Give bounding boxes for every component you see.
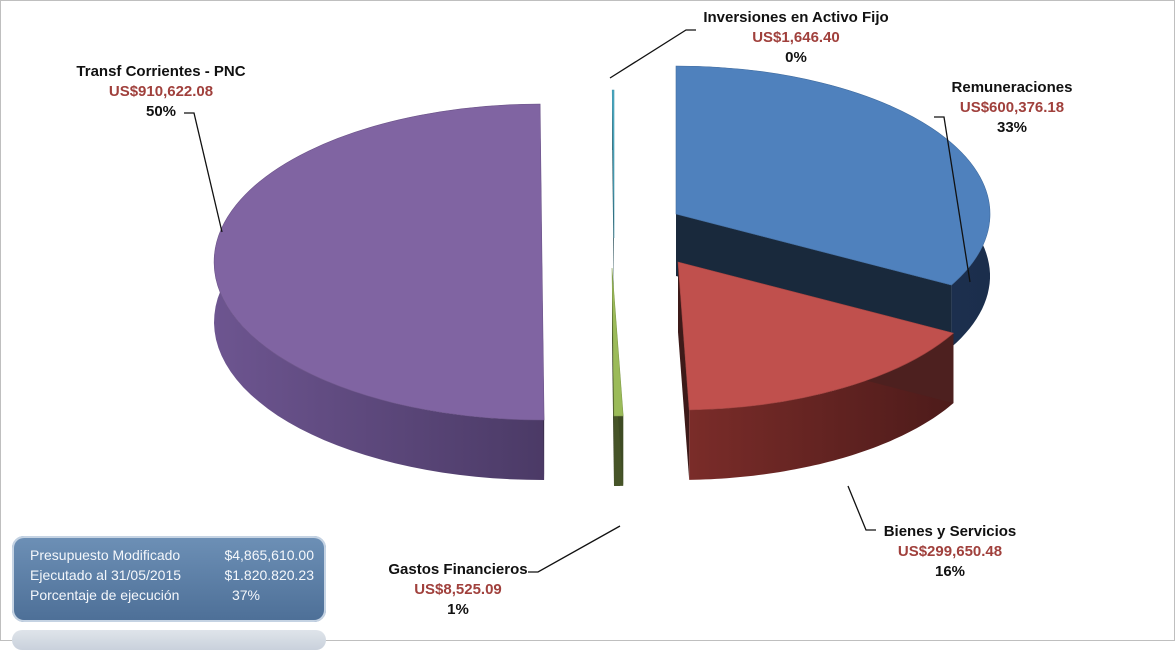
summary-value: $4,865,610.00 — [224, 547, 314, 563]
slice-top-face — [611, 89, 615, 239]
summary-label: Presupuesto Modificado — [30, 547, 181, 563]
slice-transf-corrientes-pnc — [213, 103, 545, 480]
leader-line-transf-corrientes-pnc — [184, 112, 223, 233]
slice-remuneraciones — [675, 65, 991, 348]
summary-box: Presupuesto Modificado $4,865,610.00 Eje… — [12, 536, 326, 622]
leader-line-inversiones-en-activo-fijo — [609, 29, 696, 79]
label-category-remuneraciones: Remuneraciones — [952, 79, 1073, 96]
slice-top-face — [213, 103, 545, 421]
label-value-inversiones-en-activo-fijo: US$1,646.40 — [752, 29, 840, 46]
leader-lines — [184, 29, 971, 573]
leader-line-gastos-financieros — [528, 525, 621, 573]
label-category-bienes-y-servicios: Bienes y Servicios — [884, 523, 1017, 540]
label-value-gastos-financieros: US$8,525.09 — [414, 581, 502, 598]
slice-gastos-financieros — [611, 267, 624, 486]
leader-line-bienes-y-servicios — [847, 485, 876, 531]
data-labels: Remuneraciones US$600,376.18 33% Bienes y S… — [76, 9, 1072, 618]
slice-top-face — [677, 261, 955, 411]
summary-row-percentage: Porcentaje de ejecución 37% — [30, 585, 314, 605]
summary-label: Porcentaje de ejecución — [30, 587, 180, 603]
label-value-remuneraciones: US$600,376.18 — [960, 99, 1064, 116]
label-percent-bienes-y-servicios: 16% — [935, 563, 965, 580]
slice-side-wall — [689, 333, 954, 480]
label-percent-remuneraciones: 33% — [997, 119, 1027, 136]
label-category-transf-corrientes-pnc: Transf Corrientes - PNC — [76, 63, 245, 80]
summary-value: $1.820.820.23 — [224, 567, 314, 583]
label-category-inversiones-en-activo-fijo: Inversiones en Activo Fijo — [703, 9, 888, 26]
summary-box-reflection — [12, 630, 326, 650]
slice-bienes-y-servicios — [677, 261, 955, 480]
label-percent-gastos-financieros: 1% — [447, 601, 469, 618]
leader-line-remuneraciones — [934, 116, 971, 283]
slice-top-face — [675, 65, 991, 286]
slice-top-face — [611, 267, 624, 417]
summary-value: 37% — [231, 587, 260, 603]
label-value-bienes-y-servicios: US$299,650.48 — [898, 543, 1002, 560]
slice-cut-wall — [678, 262, 690, 480]
label-percent-inversiones-en-activo-fijo: 0% — [785, 49, 807, 66]
slice-inversiones-en-activo-fijo — [611, 89, 615, 298]
summary-row-executed: Ejecutado al 31/05/2015 $1.820.820.23 — [30, 565, 314, 585]
label-percent-transf-corrientes-pnc: 50% — [146, 103, 176, 120]
slice-cut-wall — [676, 214, 952, 348]
label-value-transf-corrientes-pnc: US$910,622.08 — [109, 83, 213, 100]
summary-row-budget: Presupuesto Modificado $4,865,610.00 — [30, 545, 314, 565]
summary-label: Ejecutado al 31/05/2015 — [30, 567, 182, 583]
label-category-gastos-financieros: Gastos Financieros — [388, 561, 527, 578]
slices-group — [213, 65, 991, 486]
